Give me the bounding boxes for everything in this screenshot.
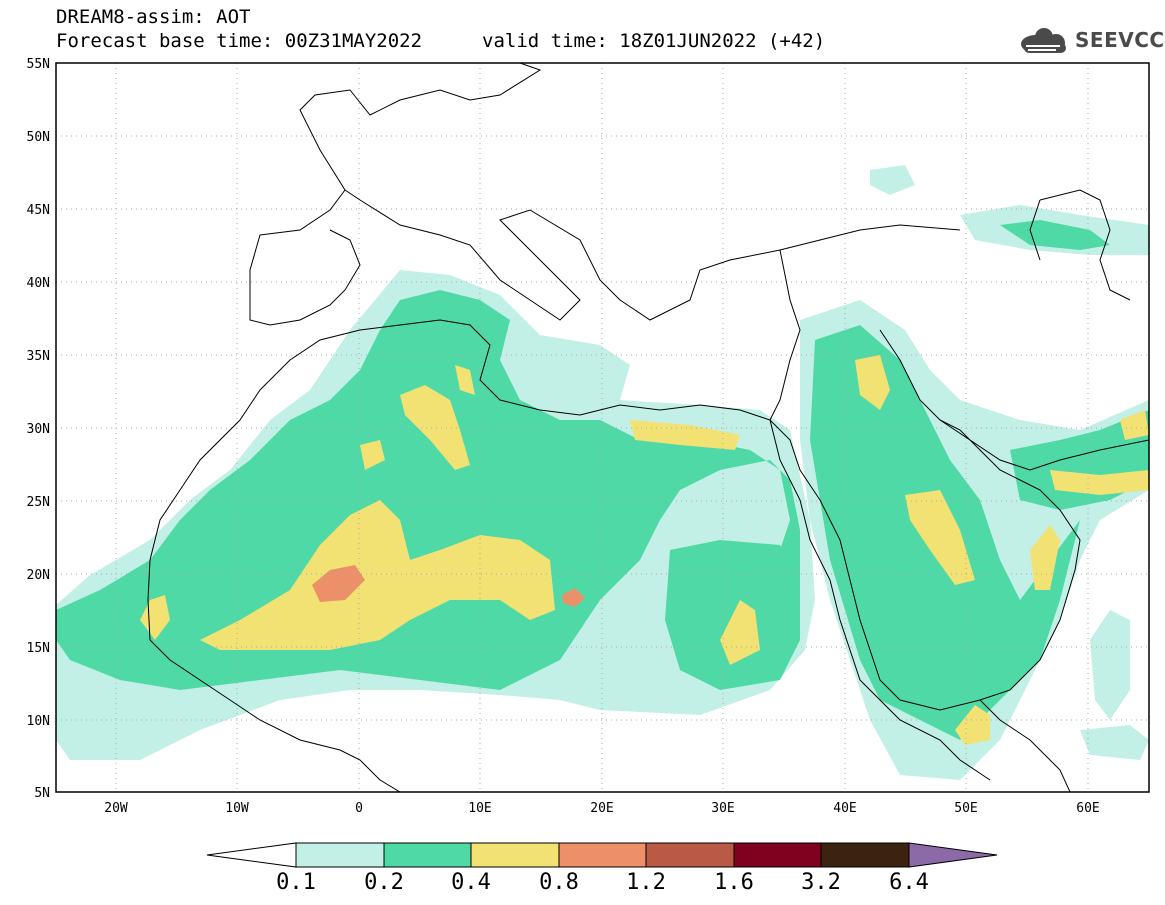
logo-text: SEEVCCC bbox=[1075, 28, 1165, 52]
colorbar-label: 1.2 bbox=[626, 870, 666, 895]
aot-region-oman-yellow bbox=[1030, 525, 1060, 590]
coast-europe bbox=[259, 63, 961, 321]
colorbar-label: 6.4 bbox=[889, 870, 929, 895]
lon-axis: 20W 10W 0 10E 20E 30E 40E 50E 60E bbox=[104, 801, 1099, 816]
colorbar bbox=[206, 842, 998, 868]
colorbar-label: 0.8 bbox=[539, 870, 579, 895]
lat-label: 40N bbox=[27, 276, 50, 291]
aot-region-algeria-yellow bbox=[400, 385, 470, 470]
colorbar-segment bbox=[383, 842, 472, 868]
aot-region-tunisia-yellow bbox=[455, 365, 475, 395]
lat-label: 15N bbox=[27, 641, 50, 656]
coast-west-africa bbox=[147, 559, 401, 792]
coast-horn bbox=[859, 679, 1071, 792]
lat-axis: 55N 50N 45N 40N 35N 30N 25N 20N 15N 10N … bbox=[27, 57, 50, 801]
aot-region-caspian-green bbox=[1000, 220, 1110, 250]
aot-region-saudi-yellow bbox=[905, 490, 975, 585]
colorbar-segment bbox=[645, 842, 735, 868]
coastlines bbox=[147, 63, 1149, 792]
colorbar-low-triangle bbox=[206, 842, 297, 868]
lon-label: 20E bbox=[590, 801, 613, 816]
lon-label: 20W bbox=[104, 801, 128, 816]
lon-label: 0 bbox=[355, 801, 363, 816]
aot-region-pakistan-yellow bbox=[1120, 410, 1149, 440]
forecast-base-time: Forecast base time: 00Z31MAY2022 bbox=[56, 30, 423, 52]
aot-region-west-yellow bbox=[360, 440, 385, 470]
aot-region-sudan-yellow bbox=[720, 600, 760, 665]
coast-iberia bbox=[249, 229, 361, 326]
lon-label: 30E bbox=[711, 801, 734, 816]
aot-region-mauritania-yellow bbox=[140, 595, 170, 640]
lat-label: 55N bbox=[27, 57, 50, 72]
lon-label: 10W bbox=[225, 801, 249, 816]
coast-red-sea bbox=[769, 419, 981, 711]
colorbar-segment bbox=[470, 842, 560, 868]
lon-label: 50E bbox=[954, 801, 977, 816]
colorbar-segment bbox=[295, 842, 385, 868]
coast-gulf-iran bbox=[939, 419, 1149, 471]
map-grid bbox=[56, 63, 1149, 792]
colorbar-high-triangle bbox=[908, 842, 998, 868]
aot-region-egypt-yellow bbox=[630, 420, 740, 450]
aot-region-west-sahara bbox=[56, 290, 800, 690]
colorbar-segment bbox=[820, 842, 910, 868]
aot-region-iran-yellow bbox=[1050, 470, 1149, 495]
lon-label: 40E bbox=[833, 801, 856, 816]
colorbar-segment bbox=[558, 842, 647, 868]
cloud-icon bbox=[1021, 28, 1066, 53]
aot-region-chad-orange bbox=[562, 588, 585, 607]
lat-label: 35N bbox=[27, 349, 50, 364]
colorbar-label: 0.4 bbox=[451, 870, 491, 895]
aot-region-somalia bbox=[1080, 725, 1149, 760]
lat-label: 30N bbox=[27, 422, 50, 437]
aot-region-mali-yellow bbox=[200, 500, 555, 650]
lat-label: 50N bbox=[27, 130, 50, 145]
coast-arabia-east bbox=[879, 329, 1081, 701]
lat-label: 45N bbox=[27, 203, 50, 218]
aot-region-iraq-yellow bbox=[855, 355, 890, 410]
lat-label: 10N bbox=[27, 714, 50, 729]
lat-label: 5N bbox=[34, 786, 50, 801]
colorbar-segment bbox=[733, 842, 822, 868]
valid-time: valid time: 18Z01JUN2022 (+42) bbox=[482, 30, 826, 52]
lat-label: 20N bbox=[27, 568, 50, 583]
aot-shading bbox=[56, 165, 1149, 780]
map-frame bbox=[55, 62, 1150, 793]
aot-region-india bbox=[1090, 610, 1130, 720]
coast-caspian bbox=[1029, 189, 1131, 301]
map-title: DREAM8-assim: AOT bbox=[56, 6, 251, 28]
coast-north-africa bbox=[149, 319, 791, 561]
colorbar-label: 0.1 bbox=[276, 870, 316, 895]
aot-region-yemen-yellow bbox=[955, 705, 990, 745]
coast-mediterranean-east bbox=[769, 249, 801, 421]
colorbar-label: 0.2 bbox=[364, 870, 404, 895]
lat-label: 25N bbox=[27, 495, 50, 510]
lon-label: 60E bbox=[1076, 801, 1099, 816]
colorbar-label: 1.6 bbox=[714, 870, 754, 895]
aot-region-black-sea-east bbox=[870, 165, 915, 195]
lon-label: 10E bbox=[468, 801, 491, 816]
colorbar-label: 3.2 bbox=[801, 870, 841, 895]
